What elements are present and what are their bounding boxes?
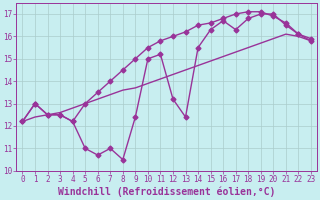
X-axis label: Windchill (Refroidissement éolien,°C): Windchill (Refroidissement éolien,°C): [58, 187, 276, 197]
